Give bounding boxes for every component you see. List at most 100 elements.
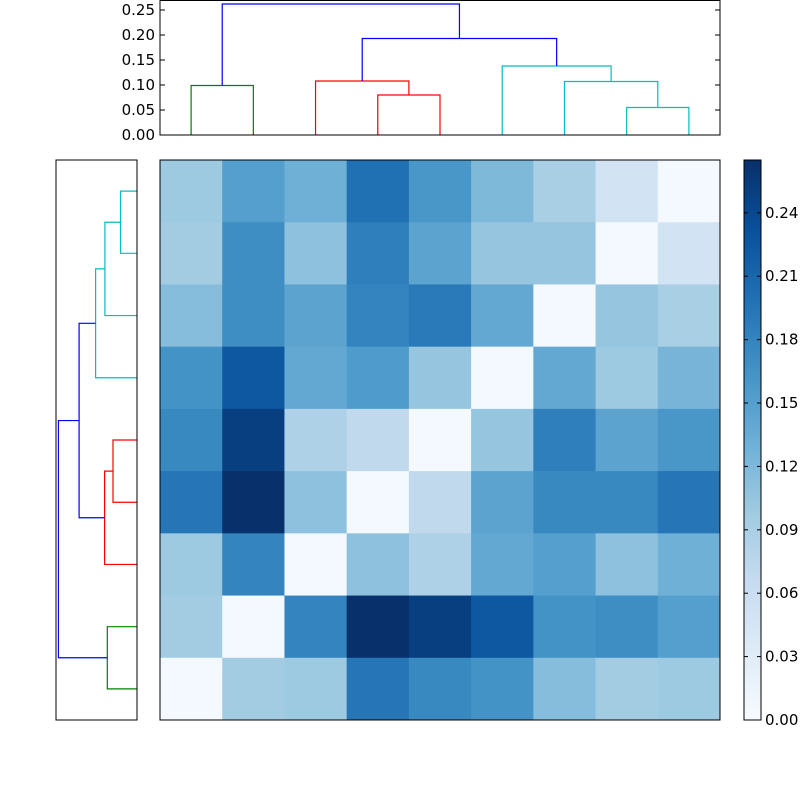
top-dendrogram-ytick-label: 0.25 [122, 1, 155, 19]
heatmap-frame [159, 159, 721, 721]
heatmap-cell [222, 657, 285, 721]
heatmap-cell [471, 595, 534, 659]
colorbar-tick-label: 0.15 [765, 394, 798, 412]
colorbar: 0.00 0.03 0.06 0.09 0.12 0.15 0.18 0.21 0.24 [743, 159, 798, 729]
heatmap-cell [595, 346, 659, 410]
heatmap-cell [657, 533, 721, 597]
top-dendrogram-ytick-label: 0.05 [122, 101, 155, 119]
top-dendrogram-link [626, 106, 690, 135]
heatmap-cell [222, 346, 285, 410]
heatmap-cell [471, 284, 534, 348]
top-dendrogram-link [190, 84, 254, 135]
colorbar-tick-label: 0.09 [765, 521, 798, 539]
top-dendrogram-ytick-label: 0.10 [122, 76, 155, 94]
heatmap-cell [284, 533, 348, 597]
colorbar-tick-label: 0.06 [765, 584, 798, 602]
heatmap-cell [595, 160, 659, 223]
colorbar-tick-label: 0.24 [765, 204, 798, 222]
top-dendrogram: 0.00 0.05 0.10 0.15 0.20 0.25 [122, 0, 721, 144]
heatmap-cell [222, 284, 285, 348]
heatmap-cell [408, 657, 472, 721]
top-dendrogram-link [501, 65, 612, 135]
heatmap-cell [595, 595, 659, 659]
colorbar-tick-label: 0.18 [765, 331, 798, 349]
heatmap-cell [346, 346, 410, 410]
heatmap-cell [595, 657, 659, 721]
heatmap-cell [408, 533, 472, 597]
top-dendrogram-link [377, 94, 441, 135]
heatmap-cell [346, 471, 410, 534]
heatmap-cell [284, 408, 348, 472]
heatmap-cell [346, 222, 410, 285]
heatmap-cell [346, 160, 410, 223]
heatmap-cell [284, 595, 348, 659]
heatmap-cell [533, 471, 597, 534]
heatmap-cell [160, 657, 223, 721]
left-dendrogram-link [104, 470, 137, 566]
heatmap-cell [408, 284, 472, 348]
left-dendrogram-link [119, 190, 137, 254]
heatmap-cell [657, 408, 721, 472]
heatmap-cell [533, 595, 597, 659]
left-dendrogram-link [95, 268, 137, 379]
heatmap-cell [471, 160, 534, 223]
heatmap-cell [657, 595, 721, 659]
heatmap-cell [595, 284, 659, 348]
heatmap-cell [595, 222, 659, 285]
colorbar-tick-label: 0.12 [765, 457, 798, 475]
heatmap-cell [471, 657, 534, 721]
colorbar-tick-label: 0.21 [765, 267, 798, 285]
heatmap [159, 159, 721, 721]
heatmap-cell [160, 346, 223, 410]
left-dendrogram-link [106, 626, 137, 690]
heatmap-cell [408, 471, 472, 534]
heatmap-cell [222, 533, 285, 597]
heatmap-cell [346, 408, 410, 472]
heatmap-cell [160, 595, 223, 659]
heatmap-cell [160, 160, 223, 223]
heatmap-cell [284, 284, 348, 348]
heatmap-cell [222, 160, 285, 223]
heatmap-cell [408, 595, 472, 659]
top-dendrogram-link [314, 80, 410, 135]
heatmap-cell [657, 160, 721, 223]
heatmap-cell [346, 533, 410, 597]
heatmap-cell [595, 533, 659, 597]
heatmap-cell [222, 595, 285, 659]
heatmap-cell [471, 408, 534, 472]
heatmap-cell [533, 160, 597, 223]
heatmap-cell [657, 222, 721, 285]
heatmap-cell [160, 222, 223, 285]
heatmap-cell [471, 346, 534, 410]
heatmap-cell [657, 346, 721, 410]
top-dendrogram-link [221, 3, 461, 86]
heatmap-cell [471, 533, 534, 597]
heatmap-cell [533, 533, 597, 597]
left-dendrogram-link [112, 439, 137, 503]
heatmap-cell [160, 533, 223, 597]
heatmap-cell [408, 160, 472, 223]
heatmap-cell [471, 471, 534, 534]
heatmap-cell [657, 657, 721, 721]
heatmap-cell [222, 222, 285, 285]
heatmap-cell [222, 471, 285, 534]
heatmap-cell [533, 222, 597, 285]
heatmap-cell [284, 160, 348, 223]
heatmap-cell [160, 408, 223, 472]
heatmap-cell [222, 408, 285, 472]
heatmap-cell [284, 657, 348, 721]
top-dendrogram-frame [159, 0, 721, 136]
heatmap-cell [471, 222, 534, 285]
top-dendrogram-link [361, 37, 558, 81]
left-dendrogram-link [57, 419, 108, 659]
top-dendrogram-ytick-label: 0.00 [122, 126, 155, 144]
colorbar-tick-label: 0.00 [765, 711, 798, 729]
heatmap-cell [408, 408, 472, 472]
heatmap-cell [595, 408, 659, 472]
heatmap-cell [657, 284, 721, 348]
heatmap-cell [346, 657, 410, 721]
heatmap-cell [160, 471, 223, 534]
heatmap-cell [408, 222, 472, 285]
